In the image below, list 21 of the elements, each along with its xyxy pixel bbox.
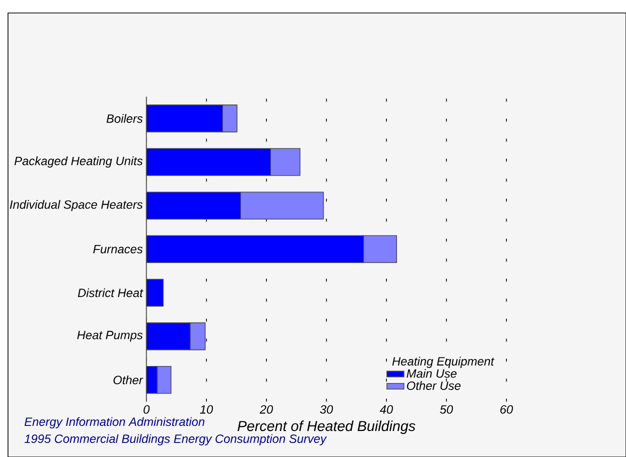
- legend-label: Main Use: [406, 368, 457, 378]
- x-tick-label: 30: [320, 405, 333, 414]
- x-tick-label: 20: [260, 405, 273, 414]
- y-tick-label: Individual Space Heaters: [10, 200, 143, 212]
- x-tick-label: 60: [500, 405, 513, 414]
- y-tick-label: Furnaces: [93, 244, 143, 254]
- y-tick-label: Boilers: [106, 114, 143, 123]
- legend-title: Heating Equipment: [392, 356, 494, 368]
- bar: [146, 278, 164, 307]
- x-tick-label: 40: [380, 405, 393, 414]
- y-tick-label: Packaged Heating Units: [14, 156, 143, 168]
- x-axis-title: Percent of Heated Buildings: [238, 420, 416, 434]
- x-tick-label: 50: [440, 405, 453, 414]
- y-tick-label: District Heat: [78, 288, 144, 298]
- legend-label: Other Use: [406, 381, 461, 390]
- x-tick-label: 10: [200, 405, 213, 414]
- text: 1995 Commercial Buildings Energy Consumption Survey: [24, 434, 327, 446]
- text: Energy Information Administration: [24, 417, 204, 428]
- y-tick-label: Other: [114, 375, 144, 384]
- y-tick-label: Heat Pumps: [77, 330, 143, 342]
- x-tick-label: 0: [144, 405, 150, 414]
